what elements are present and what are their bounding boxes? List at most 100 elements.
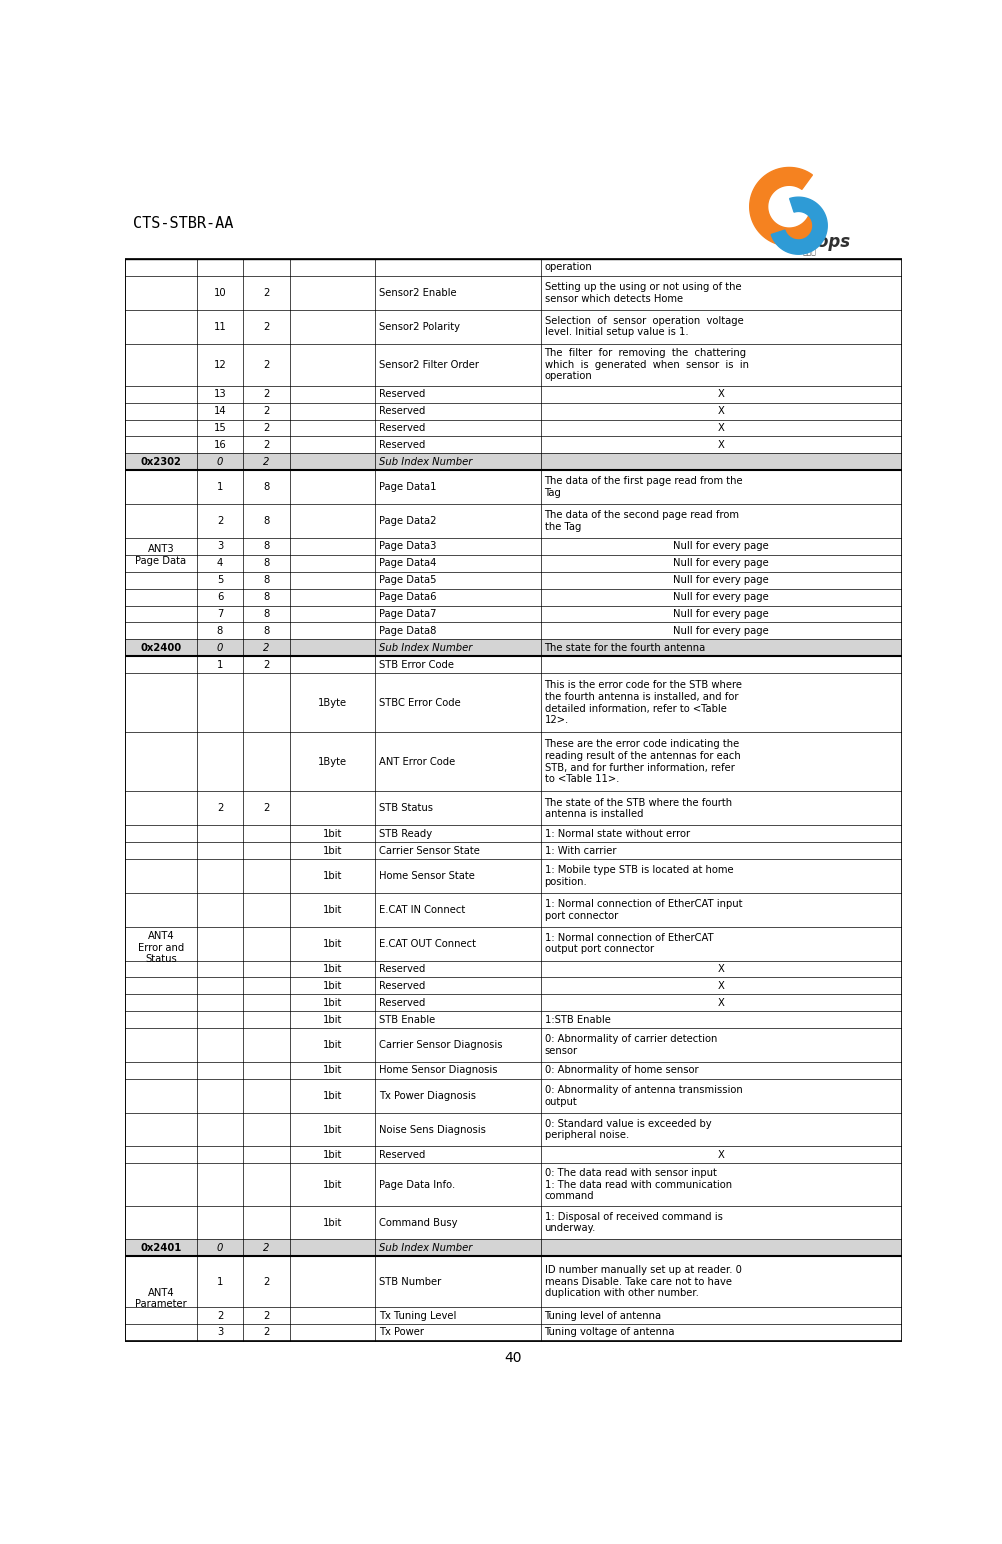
Text: 2: 2: [264, 457, 270, 466]
Bar: [243, 554, 290, 571]
Bar: [290, 420, 376, 437]
Bar: [290, 858, 376, 892]
Text: Command Busy: Command Busy: [379, 1218, 458, 1227]
Bar: [541, 841, 902, 858]
Bar: [243, 1062, 290, 1079]
Text: 0: Abnormality of antenna transmission
output: 0: Abnormality of antenna transmission o…: [545, 1085, 742, 1107]
Bar: [196, 605, 243, 622]
Bar: [541, 471, 902, 503]
Bar: [125, 1028, 196, 1062]
Bar: [290, 1240, 376, 1257]
Bar: [243, 977, 290, 994]
Bar: [125, 960, 196, 977]
Bar: [125, 1163, 196, 1206]
Bar: [243, 276, 290, 310]
Text: Sensor2 Filter Order: Sensor2 Filter Order: [379, 360, 479, 369]
Bar: [290, 454, 376, 471]
Bar: [125, 403, 196, 420]
Text: 8: 8: [264, 516, 270, 527]
Bar: [290, 639, 376, 656]
Bar: [541, 977, 902, 994]
Bar: [125, 571, 196, 588]
Text: Page Data2: Page Data2: [379, 516, 437, 527]
Bar: [290, 792, 376, 826]
Bar: [243, 841, 290, 858]
Bar: [196, 503, 243, 537]
Text: 1:STB Enable: 1:STB Enable: [545, 1014, 610, 1025]
Text: STB Status: STB Status: [379, 803, 433, 814]
Bar: [290, 471, 376, 503]
Text: 0: 0: [216, 1243, 223, 1252]
Bar: [243, 673, 290, 732]
Bar: [196, 960, 243, 977]
Bar: [541, 1079, 902, 1113]
Bar: [541, 732, 902, 792]
Bar: [243, 1308, 290, 1323]
Bar: [541, 1323, 902, 1340]
Text: E.CAT IN Connect: E.CAT IN Connect: [379, 905, 466, 914]
Text: 1Byte: 1Byte: [318, 757, 347, 767]
Text: 1: 1: [216, 482, 223, 493]
Text: Reserved: Reserved: [379, 423, 426, 432]
Bar: [196, 1240, 243, 1257]
Bar: [243, 588, 290, 605]
Bar: [290, 1113, 376, 1147]
Bar: [290, 673, 376, 732]
Text: 15: 15: [213, 423, 226, 432]
Bar: [125, 259, 196, 276]
Text: 2: 2: [216, 516, 223, 527]
Bar: [125, 454, 196, 471]
Bar: [541, 656, 902, 673]
Bar: [541, 420, 902, 437]
Bar: [243, 605, 290, 622]
Text: STB Enable: STB Enable: [379, 1014, 436, 1025]
Text: 2: 2: [264, 1311, 270, 1320]
Text: ANT Error Code: ANT Error Code: [379, 757, 456, 767]
Text: 1: Mobile type STB is located at home
position.: 1: Mobile type STB is located at home po…: [545, 865, 733, 886]
Bar: [125, 471, 196, 503]
Bar: [125, 420, 196, 437]
Bar: [541, 673, 902, 732]
Bar: [290, 841, 376, 858]
Bar: [243, 343, 290, 386]
Bar: [541, 605, 902, 622]
Bar: [290, 588, 376, 605]
Bar: [125, 1257, 196, 1340]
Bar: [196, 673, 243, 732]
Bar: [290, 259, 376, 276]
Bar: [196, 310, 243, 343]
Bar: [541, 343, 902, 386]
Bar: [541, 1163, 902, 1206]
Text: Sensor2 Enable: Sensor2 Enable: [379, 287, 457, 298]
Text: 1bit: 1bit: [323, 829, 343, 838]
Bar: [541, 926, 902, 960]
Bar: [290, 1206, 376, 1240]
Bar: [243, 960, 290, 977]
Bar: [243, 926, 290, 960]
Bar: [376, 1028, 541, 1062]
Bar: [243, 858, 290, 892]
Text: Reserved: Reserved: [379, 997, 426, 1008]
Bar: [290, 310, 376, 343]
Bar: [541, 310, 902, 343]
Bar: [196, 1028, 243, 1062]
Bar: [290, 977, 376, 994]
Bar: [243, 1147, 290, 1163]
Bar: [125, 1011, 196, 1028]
Bar: [290, 1079, 376, 1113]
Bar: [125, 503, 196, 537]
Text: X: X: [717, 406, 724, 417]
Bar: [196, 276, 243, 310]
Bar: [376, 1147, 541, 1163]
Bar: [290, 1163, 376, 1206]
Text: 8: 8: [264, 625, 270, 636]
Text: Reserved: Reserved: [379, 389, 426, 400]
Text: 1: 1: [216, 659, 223, 670]
Bar: [125, 471, 196, 639]
Bar: [125, 639, 196, 656]
Bar: [125, 554, 196, 571]
Bar: [541, 960, 902, 977]
Text: 1bit: 1bit: [323, 846, 343, 855]
Bar: [376, 926, 541, 960]
Bar: [290, 826, 376, 841]
